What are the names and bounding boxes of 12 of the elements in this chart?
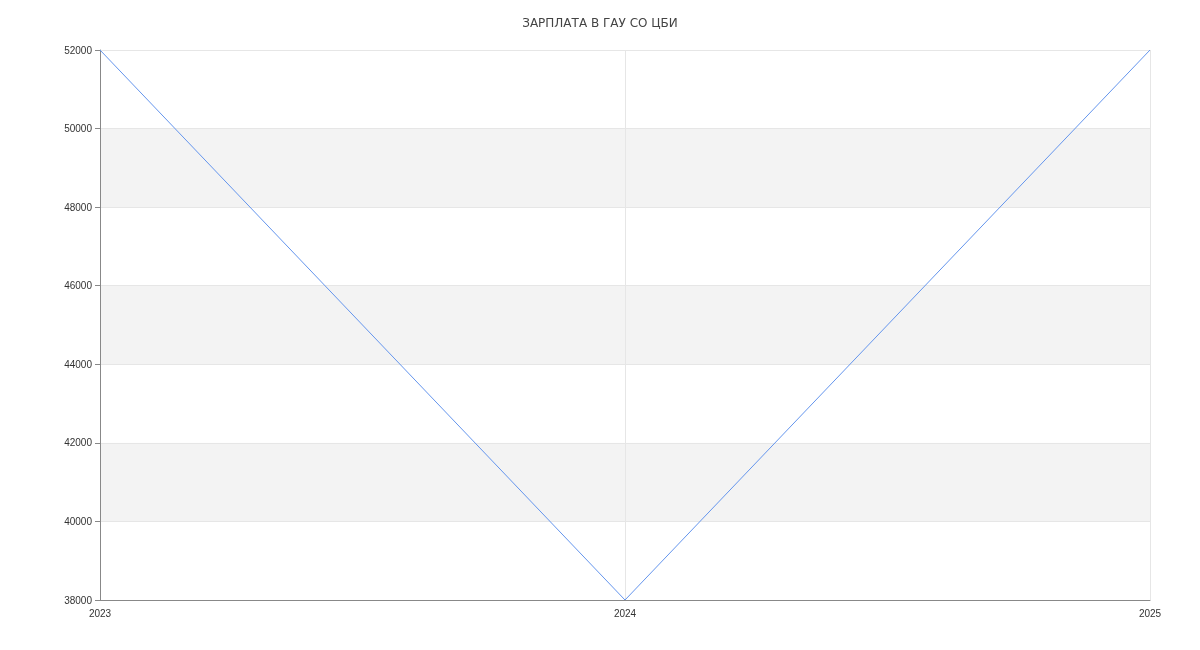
y-tick-label: 48000 <box>64 201 93 213</box>
x-tick-label: 2024 <box>613 607 637 619</box>
x-tick-label: 2025 <box>1138 607 1162 619</box>
x-tick-label: 2023 <box>88 607 112 619</box>
y-tick-label: 50000 <box>64 123 93 135</box>
y-tick-label: 40000 <box>64 515 93 527</box>
chart-title: ЗАРПЛАТА В ГАУ СО ЦБИ <box>522 16 678 30</box>
y-tick-label: 46000 <box>64 280 93 292</box>
y-tick-label: 42000 <box>64 437 93 449</box>
y-tick-label: 44000 <box>64 358 93 370</box>
y-tick-label: 52000 <box>64 44 93 56</box>
y-tick-label: 38000 <box>64 594 93 606</box>
